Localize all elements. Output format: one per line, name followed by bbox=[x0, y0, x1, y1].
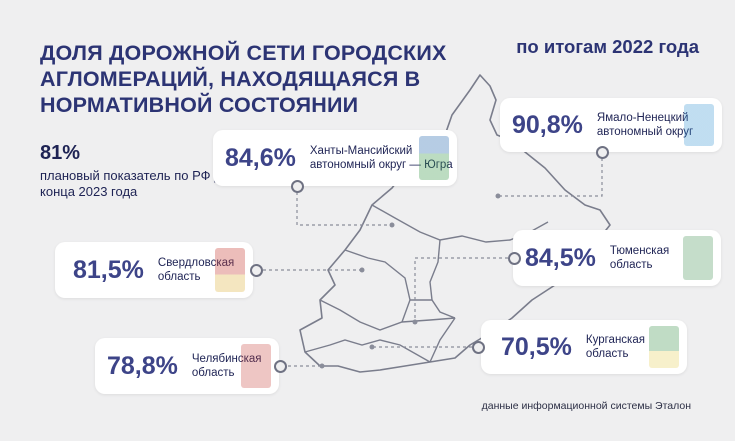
region-name: Тюменская область bbox=[609, 245, 670, 271]
region-card-yanao: 90,8% Ямало-Ненецкий автономный округ bbox=[500, 98, 722, 152]
region-value: 81,5% bbox=[73, 255, 144, 284]
region-card-khmao: 84,6% Ханты-Мансийский автономный округ … bbox=[213, 130, 457, 186]
chelyabinsk-coat-of-arms-icon bbox=[241, 344, 271, 388]
kurgan-coat-of-arms-icon bbox=[649, 326, 679, 368]
connector-ring bbox=[250, 264, 263, 277]
region-card-kurgan: 70,5% Курганская область bbox=[481, 320, 687, 374]
yanao-coat-of-arms-icon bbox=[684, 104, 714, 146]
region-value: 90,8% bbox=[512, 110, 583, 139]
region-name: Ямало-Ненецкий автономный округ bbox=[596, 112, 694, 138]
page-title: ДОЛЯ ДОРОЖНОЙ СЕТИ ГОРОДСКИХ АГЛОМЕРАЦИЙ… bbox=[40, 41, 447, 117]
connector-ring bbox=[291, 180, 304, 193]
region-value: 84,6% bbox=[225, 143, 296, 172]
region-name: Свердловская область bbox=[157, 257, 235, 283]
region-card-sverdlovsk: 81,5% Свердловская область bbox=[55, 242, 253, 298]
region-name: Курганская область bbox=[585, 334, 645, 360]
sverdlovsk-coat-of-arms-icon bbox=[215, 248, 245, 292]
period-subtitle: по итогам 2022 года bbox=[516, 36, 699, 57]
region-value: 84,5% bbox=[525, 243, 596, 272]
khmao-coat-of-arms-icon bbox=[419, 136, 449, 180]
region-value: 78,8% bbox=[107, 351, 178, 380]
plan-value: 81% bbox=[40, 142, 81, 164]
region-name: Челябинская область bbox=[191, 353, 262, 379]
region-card-chelyabinsk: 78,8% Челябинская область bbox=[95, 338, 279, 394]
region-value: 70,5% bbox=[501, 332, 572, 361]
region-card-tyumen: 84,5% Тюменская область bbox=[513, 230, 721, 286]
data-source-note: данные информационной системы Эталон bbox=[481, 400, 691, 412]
connector-ring bbox=[508, 252, 521, 265]
plan-label: плановый показатель по РФ до конца 2023 … bbox=[40, 168, 229, 199]
connector-ring bbox=[596, 146, 609, 159]
region-name: Ханты-Мансийский автономный округ — Югра bbox=[309, 145, 453, 171]
connector-ring bbox=[472, 341, 485, 354]
tyumen-coat-of-arms-icon bbox=[683, 236, 713, 280]
connector-ring bbox=[274, 360, 287, 373]
